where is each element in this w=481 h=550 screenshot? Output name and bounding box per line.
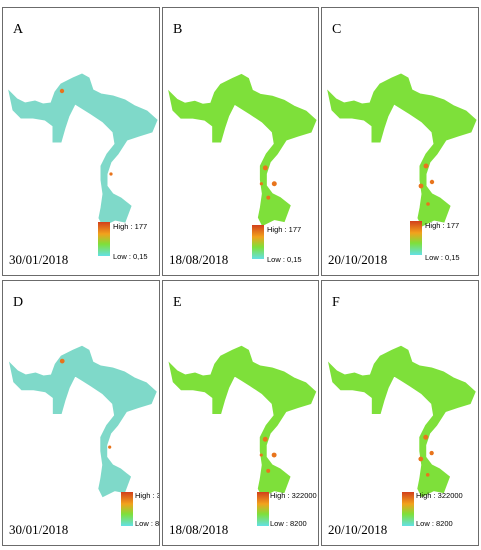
legend-high-label: High : 322000 — [270, 491, 317, 500]
legend-color-bar — [257, 492, 269, 526]
legend-high-label: High : 177 — [425, 221, 460, 230]
panel-date: 30/01/2018 — [9, 252, 69, 267]
lake-map — [327, 345, 476, 498]
map-panel-c: C High : 177 Low : 0,15 20/10/2018 — [321, 7, 479, 276]
panel-letter: F — [332, 295, 340, 310]
legend-color-bar — [252, 225, 264, 259]
legend-color-bar — [121, 492, 133, 526]
legend-color-bar — [98, 222, 110, 256]
legend-low-label: Low : 8200 — [135, 519, 160, 528]
panel-letter: B — [173, 22, 183, 37]
panel-letter: A — [13, 22, 24, 37]
panel-letter: C — [332, 22, 342, 37]
legend-color-bar — [402, 492, 414, 526]
panel-date: 30/01/2018 — [9, 522, 69, 537]
map-panel-a: A High : 177 Low : 0,15 30/01/2018 — [2, 7, 160, 276]
lake-map — [8, 73, 158, 227]
panel-date: 18/08/2018 — [169, 252, 229, 267]
legend-low-label: Low : 0,15 — [267, 255, 302, 264]
panel-date: 20/10/2018 — [328, 522, 388, 537]
legend-low-label: Low : 8200 — [416, 519, 453, 528]
legend-low-label: Low : 0,15 — [113, 252, 148, 261]
lake-map — [168, 73, 317, 227]
legend-high-label: High : 177 — [267, 225, 302, 234]
legend-high-label: High : 322000 — [135, 491, 159, 500]
lake-map — [168, 345, 317, 498]
panel-letter: E — [173, 295, 182, 310]
legend-high-label: High : 322000 — [416, 491, 463, 500]
legend-color-bar — [410, 221, 422, 255]
panel-date: 18/08/2018 — [169, 522, 229, 537]
legend-high-label: High : 177 — [113, 222, 148, 231]
lake-map — [8, 345, 157, 498]
panel-letter: D — [13, 295, 24, 310]
legend-low-label: Low : 0,15 — [425, 253, 460, 262]
map-panel-b: B High : 177 Low : 0,15 18/08/2018 — [162, 7, 319, 276]
map-panel-d: D High : 322000 Low : 8200 30/01/2018 — [2, 280, 160, 546]
legend-low-label: Low : 8200 — [270, 519, 307, 528]
map-panel-f: F High : 322000 Low : 8200 20/10/2018 — [321, 280, 479, 546]
map-panel-e: E High : 322000 Low : 8200 18/08/2018 — [162, 280, 319, 546]
panel-date: 20/10/2018 — [328, 252, 388, 267]
lake-map — [327, 73, 477, 227]
